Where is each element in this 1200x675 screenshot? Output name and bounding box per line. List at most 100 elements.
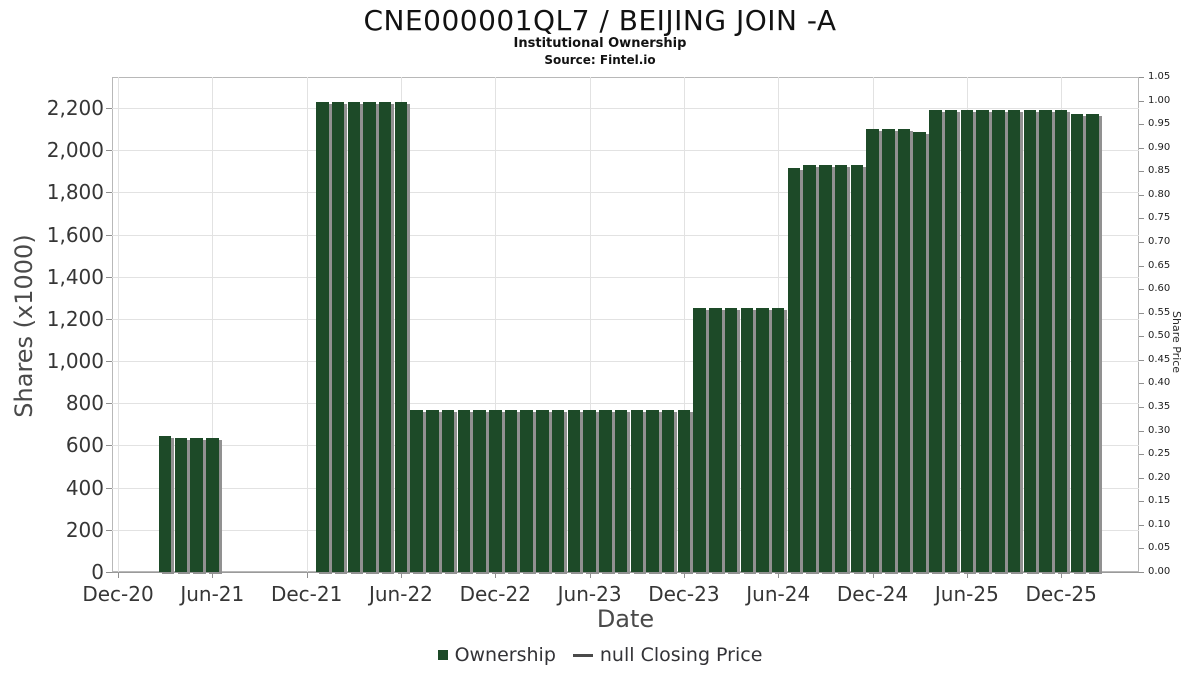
ownership-bar [520,409,533,572]
right-axis-tick-label: 0.70 [1148,236,1171,247]
x-axis-tick [778,572,780,578]
gridline-vertical [212,77,214,572]
right-axis-tick [1139,501,1144,503]
right-axis-tick-label: 0.15 [1148,495,1171,507]
y-axis-tick-label: 800 [65,391,104,416]
right-axis-tick [1139,194,1144,196]
ownership-bar [740,308,754,572]
gridline-vertical [589,77,591,572]
ownership-bar [1039,110,1052,572]
ownership-bar [803,164,816,572]
ownership-bar [661,409,675,572]
chart-title: CNE000001QL7 / BEIJING JOIN -A [363,4,837,37]
y-axis-tick [106,445,112,447]
y-axis-tick [106,572,112,573]
right-axis-tick-label: 0.00 [1148,566,1171,577]
ownership-bar [944,110,958,572]
gridline-vertical [306,77,308,572]
ownership-bar [866,129,879,572]
right-axis-tick-label: 0.25 [1148,448,1171,460]
ownership-bar [709,308,722,572]
x-axis-tick-label: Jun-25 [934,582,999,606]
right-axis-tick [1139,477,1144,479]
right-axis-tick-label: 0.60 [1148,283,1171,295]
gridline-vertical [495,77,497,572]
x-axis-tick-label: Jun-24 [746,582,811,606]
x-axis-tick-label: Dec-25 [1025,582,1097,606]
right-axis-tick [1139,383,1144,385]
ownership-bar [378,101,392,572]
ownership-bar [426,409,439,572]
x-axis-tick-label: Jun-22 [368,582,433,606]
x-axis-label: Date [596,605,655,633]
right-axis-tick-label: 0.55 [1148,306,1171,318]
right-axis-tick-label: 0.50 [1148,330,1171,342]
ownership-bar [551,409,565,572]
y-axis-tick-label: 400 [65,475,104,500]
right-axis-tick [1139,147,1144,149]
x-axis-tick [683,572,685,578]
y-axis-tick [106,318,112,320]
ownership-bar [787,168,801,572]
gridline-horizontal [112,150,1139,152]
right-axis-tick-label: 0.80 [1148,188,1171,200]
gridline-horizontal [112,276,1139,278]
right-axis-tick [1139,171,1144,173]
right-axis-tick [1139,572,1144,573]
right-axis-tick-label: 0.65 [1148,259,1171,271]
ownership-bar [316,101,329,572]
right-axis-tick-label: 0.35 [1148,401,1171,412]
ownership-bar [363,101,376,572]
y-axis-tick-label: 1,800 [46,180,104,205]
right-axis-tick [1139,359,1144,361]
y-axis-tick [106,150,112,152]
ownership-bar [567,409,581,572]
right-axis-tick [1139,524,1144,526]
ownership-legend-marker-icon [437,650,448,660]
ownership-bar [756,308,769,572]
y-axis-tick [106,487,112,489]
closing-price-legend-marker-icon [572,653,593,657]
right-axis-tick-label: 0.95 [1148,118,1171,130]
x-axis-tick [118,572,119,578]
right-axis-tick [1139,430,1144,432]
x-axis-tick-label: Dec-23 [648,582,720,606]
right-axis-tick [1139,242,1144,243]
x-axis-tick [306,572,308,578]
x-axis-tick [1061,572,1063,578]
x-axis-tick-label: Jun-23 [557,582,622,606]
y-axis-tick-label: 600 [65,433,104,458]
right-axis-tick-label: 0.85 [1148,165,1171,177]
ownership-bar [960,110,974,572]
x-axis-tick-label: Dec-20 [82,582,154,606]
x-axis-tick [966,572,968,578]
chart-source: Source: Fintel.io [544,53,656,67]
ownership-bar [819,164,832,572]
right-axis-tick [1139,289,1144,291]
ownership-bar [897,129,911,572]
y-axis-tick-label: 1,200 [46,306,104,331]
x-axis-tick [400,572,402,578]
gridline-vertical [683,77,685,572]
ownership-bar [677,409,691,572]
ownership-bar [583,409,596,572]
gridline-horizontal [112,403,1139,405]
gridline-vertical [118,77,119,572]
right-axis-tick [1139,77,1144,78]
y-axis-label-right: Share Price [1170,310,1183,374]
y-axis-tick-label: 2,200 [46,96,104,120]
ownership-bar [882,129,895,572]
right-axis-tick [1139,312,1144,314]
ownership-bar [1023,110,1036,572]
ownership-bar [1054,110,1068,572]
ownership-bar [1070,114,1084,572]
ownership-bar [599,409,612,572]
ownership-bar [834,164,848,572]
y-axis-tick [106,361,112,363]
ownership-bar [158,435,172,572]
x-axis-tick-label: Dec-24 [836,582,909,606]
right-axis-tick [1139,454,1144,456]
ownership-bar [992,110,1005,572]
right-axis-tick [1139,100,1144,102]
right-axis-tick [1139,336,1144,338]
